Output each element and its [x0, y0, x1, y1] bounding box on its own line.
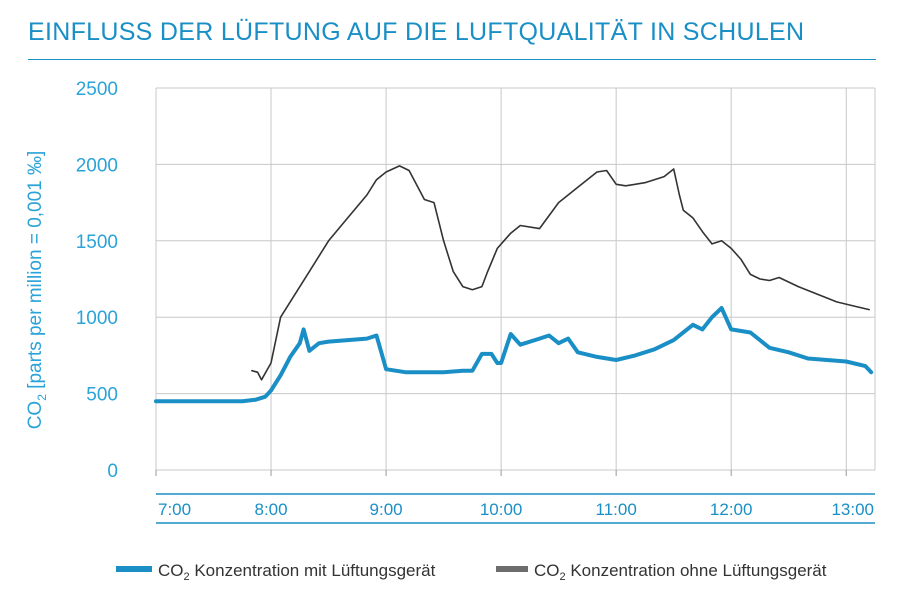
y-axis-label: CO2 [parts per million = 0,001 ‰] — [25, 151, 49, 430]
series-line-without-ventilation — [251, 165, 871, 381]
legend-swatch-with — [116, 566, 152, 572]
y-tick-label: 1500 — [76, 232, 118, 253]
x-tick-label: 7:00 — [158, 500, 191, 519]
y-tick-label: 1000 — [76, 308, 118, 329]
y-tick-label: 2000 — [76, 155, 118, 176]
y-axis-ticks: 0 500 1000 1500 2000 2500 — [76, 79, 118, 482]
x-tick-label: 10:00 — [480, 500, 523, 519]
x-tick-label: 8:00 — [254, 500, 287, 519]
grid-lines — [155, 87, 876, 471]
title-divider — [28, 59, 876, 60]
x-tick-label: 12:00 — [710, 500, 753, 519]
x-tick-label: 9:00 — [370, 500, 403, 519]
legend-label-without: CO2 Konzentration ohne Lüftungsgerät — [534, 561, 827, 583]
x-tick-label: 13:00 — [831, 500, 874, 519]
y-tick-label: 2500 — [76, 79, 118, 100]
y-tick-label: 500 — [86, 385, 118, 406]
series-lines — [154, 165, 874, 404]
x-tick-label: 11:00 — [596, 500, 637, 519]
chart-title: EINFLUSS DER LÜFTUNG AUF DIE LUFTQUALITÄ… — [28, 18, 805, 46]
legend-swatch-without — [496, 566, 528, 572]
series-line-with-ventilation — [154, 306, 874, 404]
x-axis: 7:00 8:00 9:00 10:00 11:00 12:00 13:00 — [155, 470, 875, 524]
y-tick-label: 0 — [107, 461, 118, 482]
legend: CO2 Konzentration mit Lüftungsgerät CO2 … — [116, 561, 827, 583]
legend-label-with: CO2 Konzentration mit Lüftungsgerät — [158, 561, 436, 583]
